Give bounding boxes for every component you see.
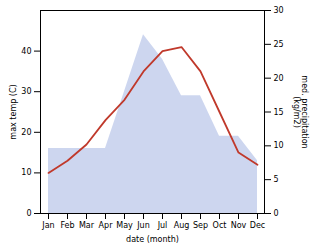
svg-text:Dec: Dec bbox=[250, 221, 265, 230]
svg-text:med. precipitation(kg/m2): med. precipitation(kg/m2) bbox=[292, 75, 309, 148]
svg-text:40: 40 bbox=[21, 47, 31, 56]
svg-text:Apr: Apr bbox=[99, 221, 114, 230]
svg-text:20: 20 bbox=[21, 128, 31, 137]
svg-text:15: 15 bbox=[274, 108, 284, 117]
svg-text:25: 25 bbox=[274, 40, 284, 49]
svg-text:10: 10 bbox=[21, 168, 31, 177]
svg-text:10: 10 bbox=[274, 141, 284, 150]
svg-text:Sep: Sep bbox=[193, 221, 208, 230]
svg-text:date (month): date (month) bbox=[126, 235, 179, 244]
svg-text:Aug: Aug bbox=[174, 221, 190, 230]
svg-text:max temp (C): max temp (C) bbox=[9, 84, 18, 139]
svg-text:Oct: Oct bbox=[213, 221, 227, 230]
svg-text:Jul: Jul bbox=[157, 221, 168, 230]
svg-text:Nov: Nov bbox=[231, 221, 247, 230]
svg-text:0: 0 bbox=[274, 209, 279, 218]
svg-text:5: 5 bbox=[274, 175, 279, 184]
svg-text:Jan: Jan bbox=[41, 221, 54, 230]
svg-text:Jun: Jun bbox=[136, 221, 150, 230]
svg-text:30: 30 bbox=[21, 87, 31, 96]
svg-text:0: 0 bbox=[26, 209, 31, 218]
svg-text:May: May bbox=[116, 221, 133, 230]
svg-text:30: 30 bbox=[274, 6, 284, 15]
svg-text:20: 20 bbox=[274, 74, 284, 83]
svg-text:Mar: Mar bbox=[79, 221, 95, 230]
svg-text:Feb: Feb bbox=[60, 221, 74, 230]
